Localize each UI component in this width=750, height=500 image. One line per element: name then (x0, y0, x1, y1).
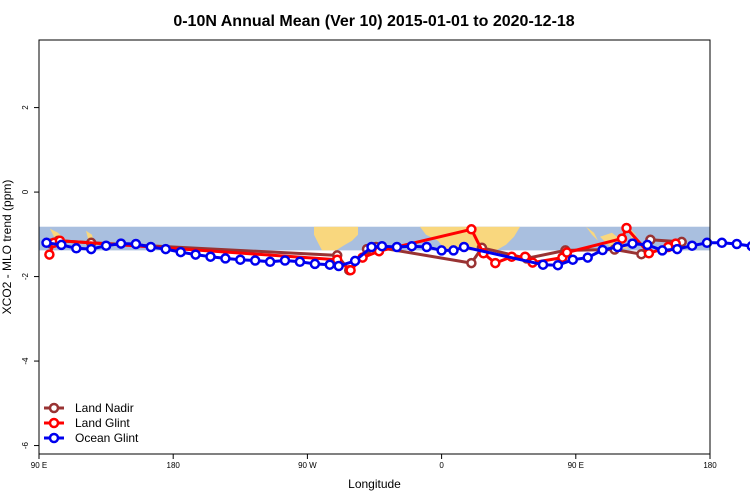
map-band (39, 226, 710, 251)
data-point (85, 243, 97, 255)
data-point (264, 256, 276, 268)
data-point (44, 249, 55, 260)
legend-label: Land Nadir (75, 401, 134, 415)
series-ocean-glint (41, 237, 750, 272)
y-tick-label: 0 (21, 189, 30, 194)
land-shape-2 (586, 226, 598, 241)
series-line (46, 241, 750, 268)
land-shape-1 (420, 226, 520, 251)
data-point (406, 240, 418, 252)
y-tick-label: -4 (21, 357, 30, 365)
legend-entry: Land Glint (44, 416, 130, 430)
legend-entry: Land Nadir (44, 401, 134, 415)
data-point (115, 238, 127, 249)
data-point (466, 224, 477, 235)
data-point (616, 233, 628, 244)
legend-marker (48, 417, 60, 429)
ocean-band (39, 226, 710, 251)
data-point (56, 239, 67, 251)
data-point (552, 259, 564, 271)
x-axis-label: Longitude (348, 477, 401, 491)
legend-entry: Ocean Glint (44, 431, 139, 445)
y-axis: -6 -4 -2 0 2 (21, 105, 39, 449)
x-tick-label: 90 E (31, 461, 47, 470)
data-point (71, 243, 82, 254)
legend-marker (48, 432, 60, 444)
data-point (294, 256, 306, 268)
data-point (582, 252, 593, 263)
data-point (376, 240, 388, 252)
y-axis-label: XCO2 - MLO trend (ppm) (0, 180, 14, 315)
data-point (333, 260, 344, 272)
data-point (190, 249, 201, 260)
data-point (621, 222, 632, 234)
data-point (701, 237, 713, 249)
data-point (345, 264, 356, 276)
x-tick-label: 0 (439, 461, 444, 470)
data-point (458, 241, 470, 253)
data-point (561, 247, 573, 258)
x-tick-label: 90 W (298, 461, 317, 470)
data-point (279, 255, 291, 266)
series-layer (41, 222, 750, 276)
data-point (130, 238, 142, 250)
data-point (657, 245, 668, 256)
chart-title: 0-10N Annual Mean (Ver 10) 2015-01-01 to… (173, 13, 574, 30)
data-point (249, 255, 261, 266)
x-tick-label: 180 (167, 461, 181, 470)
data-point (643, 248, 655, 259)
legend-marker (48, 402, 60, 414)
data-point (597, 244, 608, 256)
plot-frame (38, 39, 711, 455)
data-point (421, 241, 432, 253)
data-point (366, 241, 377, 253)
data-point (671, 243, 683, 255)
data-point (612, 241, 623, 253)
data-point (205, 251, 216, 262)
legend-label: Ocean Glint (75, 431, 139, 445)
data-point (309, 258, 321, 270)
data-point (235, 254, 246, 265)
data-point (537, 259, 549, 270)
data-point (746, 241, 750, 252)
data-point (391, 241, 403, 253)
y-tick-label: -2 (21, 272, 30, 280)
data-point (41, 237, 52, 249)
x-tick-label: 180 (703, 461, 717, 470)
data-point (642, 239, 653, 251)
y-tick-label: 2 (21, 105, 30, 110)
data-point (466, 257, 477, 269)
data-point (145, 241, 157, 253)
x-axis: 90 E 180 90 W 0 90 E 180 (31, 454, 717, 470)
data-point (627, 238, 638, 249)
y-tick-label: -6 (21, 441, 30, 449)
data-point (686, 240, 698, 251)
data-point (160, 243, 171, 255)
data-point (349, 255, 361, 267)
data-point (448, 245, 459, 256)
land-shape-0 (314, 226, 358, 251)
x-tick-label: 90 E (568, 461, 584, 470)
data-point (490, 257, 501, 269)
legend-label: Land Glint (75, 416, 130, 430)
data-point (100, 240, 112, 251)
data-point (436, 245, 447, 256)
data-point (567, 254, 579, 265)
data-point (716, 237, 728, 249)
data-point (175, 246, 186, 258)
data-point (731, 238, 743, 250)
data-point (324, 259, 336, 270)
data-point (220, 253, 231, 264)
